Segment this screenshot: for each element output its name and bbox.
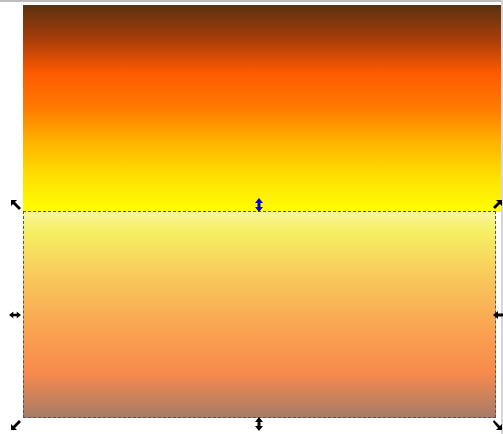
scale-n-icon[interactable] [253, 198, 265, 212]
lower-gradient-rectangle[interactable] [23, 212, 496, 418]
scale-se-icon[interactable] [493, 419, 503, 431]
scale-w-icon[interactable] [9, 309, 21, 321]
scale-ne-icon[interactable] [493, 199, 503, 211]
upper-gradient-rectangle[interactable] [23, 5, 501, 212]
scale-e-icon[interactable] [493, 309, 503, 321]
scale-s-icon[interactable] [253, 417, 265, 431]
page-border-right [501, 0, 503, 434]
page-border-top [0, 0, 503, 2]
scale-nw-icon[interactable] [10, 199, 22, 211]
scale-sw-icon[interactable] [10, 419, 22, 431]
